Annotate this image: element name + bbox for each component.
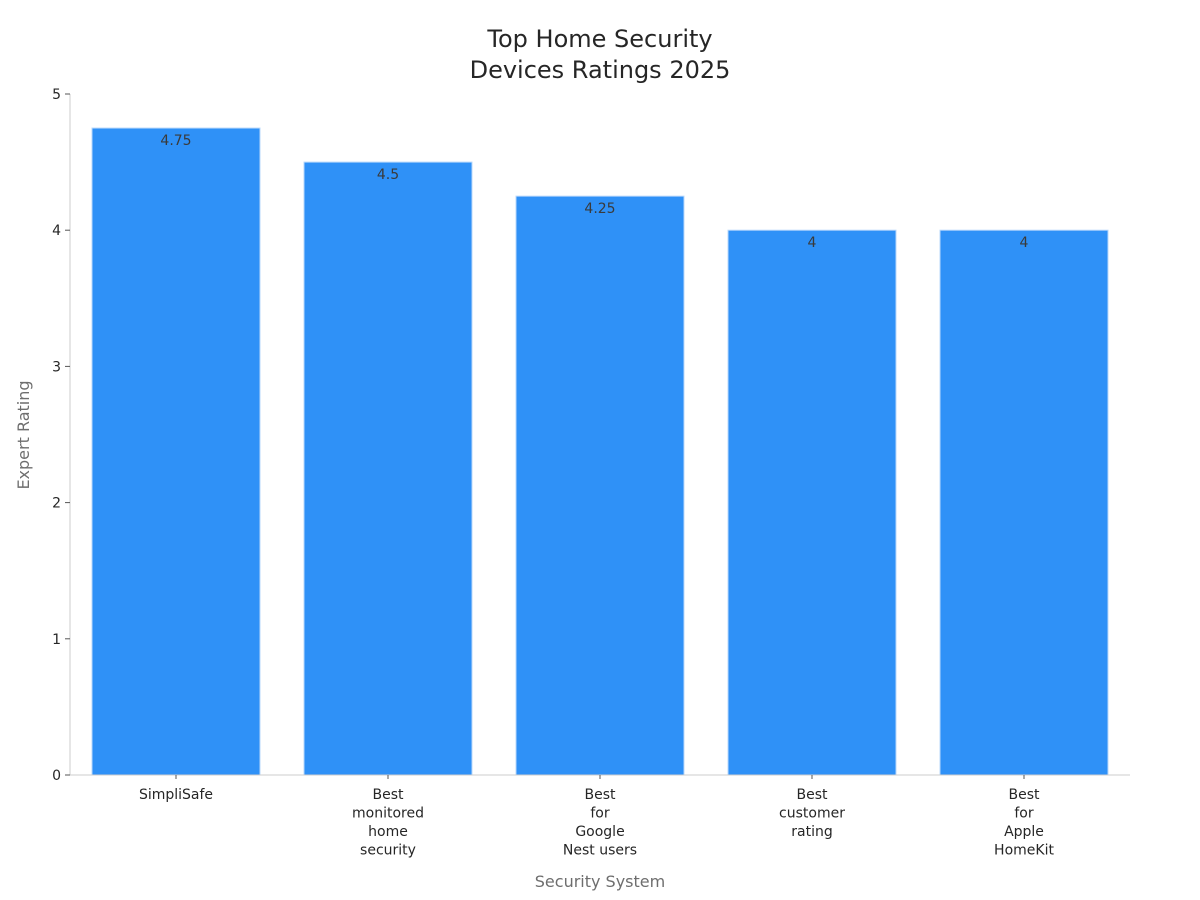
x-tick-label-line: Best: [372, 787, 404, 803]
x-tick-label-line: for: [1014, 806, 1033, 822]
chart-title-line-2: Devices Ratings 2025: [470, 56, 731, 84]
y-tick-label: 1: [52, 632, 61, 648]
chart-title-line-1: Top Home Security: [486, 25, 712, 53]
x-tick-label: Best customer rating: [779, 775, 845, 840]
x-tick-label-line: for: [590, 806, 609, 822]
y-axis-label: Expert Rating: [14, 380, 33, 489]
x-tick-label-line: Apple: [1004, 824, 1044, 840]
x-axis-label: Security System: [535, 872, 665, 891]
y-tick-label: 2: [52, 496, 61, 512]
x-tick-label: Best monitored home security: [352, 775, 424, 859]
bar: [91, 127, 261, 776]
bar: [939, 229, 1109, 776]
x-tick-label: Best for Google Nest users: [563, 775, 637, 859]
x-tick-label-line: monitored: [352, 806, 424, 822]
x-tick-label-line: Nest users: [563, 843, 637, 859]
x-tick-label-line: rating: [791, 824, 832, 840]
bar-value-label: 4.5: [377, 167, 399, 183]
bar-value-label: 4.75: [160, 133, 191, 149]
x-tick-label-line: customer: [779, 806, 845, 822]
x-tick-label-line: Best: [584, 787, 616, 803]
bars: [91, 127, 1109, 776]
x-tick-label-line: HomeKit: [994, 843, 1054, 859]
x-tick-label-line: Best: [1008, 787, 1040, 803]
x-tick-label: SimpliSafe: [139, 775, 213, 803]
y-ticks: 0 1 2 3 4 5: [52, 87, 70, 784]
y-tick-label: 0: [52, 768, 61, 784]
value-labels: 4.75 4.5 4.25 4 4: [160, 133, 1028, 251]
x-tick-label: Best for Apple HomeKit: [994, 775, 1054, 859]
x-tick-label-line: home: [368, 824, 408, 840]
bar: [303, 161, 473, 776]
x-tick-label-line: Google: [575, 824, 624, 840]
y-tick-label: 5: [52, 87, 61, 103]
y-tick-label: 3: [52, 359, 61, 375]
bar-value-label: 4: [1020, 235, 1029, 251]
chart-title: Top Home Security Devices Ratings 2025: [470, 25, 731, 84]
bar: [515, 195, 685, 776]
x-tick-label-line: security: [360, 843, 416, 859]
y-tick-label: 4: [52, 223, 61, 239]
bar: [727, 229, 897, 776]
bar-value-label: 4.25: [584, 201, 615, 217]
x-tick-label-line: SimpliSafe: [139, 787, 213, 803]
bar-value-label: 4: [808, 235, 817, 251]
x-ticks: SimpliSafe Best monitored home security Best f…: [139, 775, 1054, 859]
x-tick-label-line: Best: [796, 787, 828, 803]
